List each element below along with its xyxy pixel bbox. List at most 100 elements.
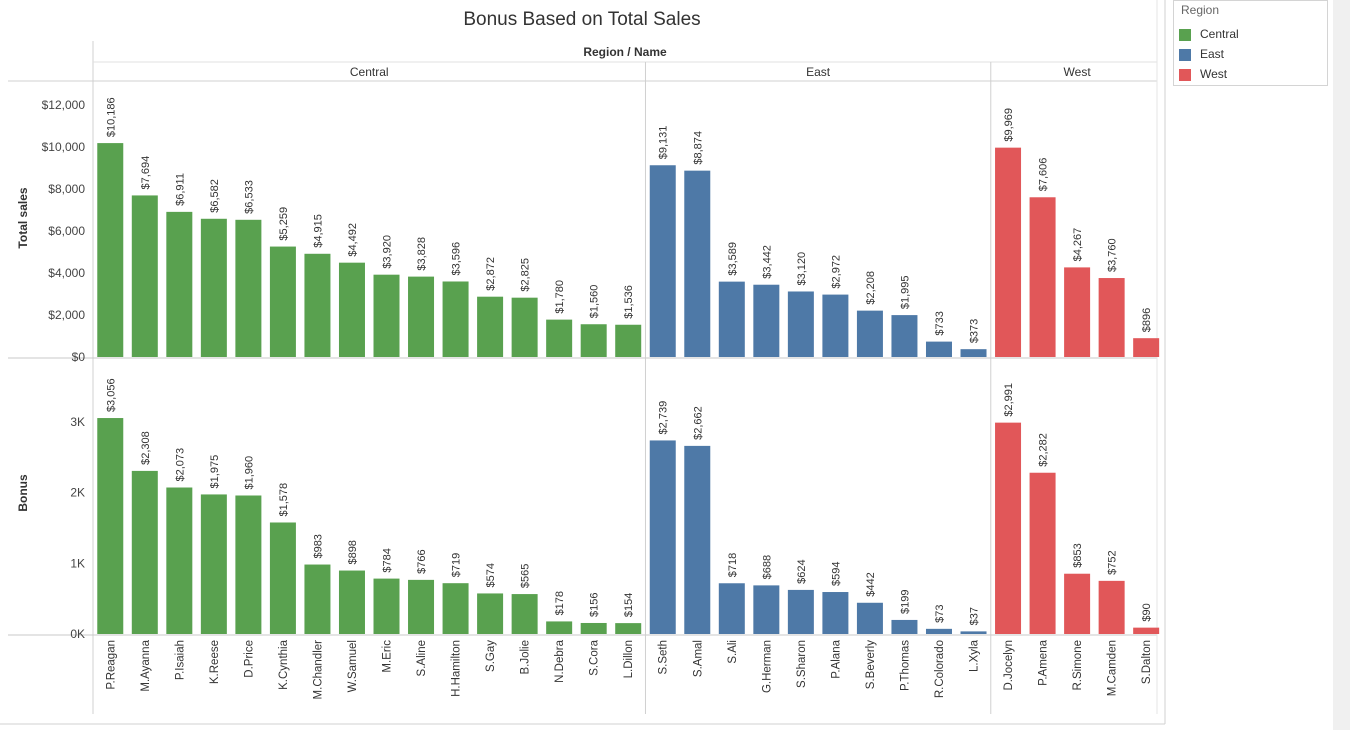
sales-data-label: $6,582 bbox=[209, 179, 221, 213]
bonus-bar bbox=[649, 440, 676, 634]
bonus-bar bbox=[235, 495, 262, 634]
bonus-bar bbox=[684, 445, 711, 634]
bonus-data-label: $574 bbox=[485, 563, 497, 587]
y-tick-label: $8,000 bbox=[48, 182, 85, 196]
x-tick-label: H.Hamilton bbox=[451, 640, 463, 697]
sales-bar bbox=[477, 296, 504, 357]
bonus-data-label: $73 bbox=[934, 604, 946, 622]
sales-data-label: $1,536 bbox=[623, 285, 635, 319]
bonus-data-label: $752 bbox=[1107, 550, 1119, 574]
bonus-data-label: $178 bbox=[554, 591, 566, 615]
y-tick-label: $10,000 bbox=[42, 140, 86, 154]
bonus-data-label: $199 bbox=[899, 589, 911, 613]
sales-data-label: $3,442 bbox=[761, 245, 773, 279]
x-tick-label: S.Cora bbox=[589, 639, 601, 675]
legend-label-central: Central bbox=[1200, 27, 1239, 41]
bonus-data-label: $2,073 bbox=[174, 448, 186, 482]
legend-swatch-east bbox=[1179, 49, 1191, 61]
sales-bar bbox=[925, 341, 952, 357]
sales-data-label: $733 bbox=[934, 311, 946, 335]
legend-label-west: West bbox=[1200, 67, 1228, 81]
bonus-data-label: $2,739 bbox=[658, 401, 670, 435]
sales-data-label: $1,780 bbox=[554, 280, 566, 314]
bonus-data-label: $2,991 bbox=[1003, 383, 1015, 417]
sales-data-label: $2,972 bbox=[830, 255, 842, 289]
bonus-bar bbox=[856, 602, 883, 634]
sales-bar bbox=[718, 281, 745, 357]
x-tick-label: D.Jocelyn bbox=[1003, 640, 1015, 691]
sales-data-label: $3,589 bbox=[727, 242, 739, 276]
bonus-bar bbox=[546, 621, 573, 634]
x-tick-label: S.Amal bbox=[692, 640, 704, 677]
bonus-bar bbox=[1133, 627, 1160, 634]
x-tick-label: R.Simone bbox=[1072, 640, 1084, 691]
x-tick-label: P.Reagan bbox=[105, 640, 117, 690]
bonus-bar bbox=[960, 631, 987, 634]
x-tick-label: W.Samuel bbox=[347, 640, 359, 692]
x-tick-label: K.Cynthia bbox=[278, 639, 290, 689]
sales-data-label: $3,920 bbox=[382, 235, 394, 269]
sales-data-label: $373 bbox=[969, 319, 981, 343]
y-tick-label: $2,000 bbox=[48, 308, 85, 322]
bonus-bar bbox=[442, 583, 469, 634]
sales-data-label: $3,760 bbox=[1107, 238, 1119, 272]
legend-swatch-central bbox=[1179, 29, 1191, 41]
y-tick-label: $6,000 bbox=[48, 224, 85, 238]
bonus-data-label: $1,578 bbox=[278, 483, 290, 517]
y-axis-title-bonus: Bonus bbox=[16, 474, 30, 512]
sales-bar bbox=[684, 170, 711, 357]
bonus-data-label: $2,308 bbox=[140, 431, 152, 465]
region-legend: Region Central East West bbox=[1173, 0, 1328, 86]
sales-bar bbox=[995, 147, 1022, 357]
region-header-central: Central bbox=[350, 65, 389, 79]
sales-data-label: $4,267 bbox=[1072, 228, 1084, 262]
sales-data-label: $6,911 bbox=[174, 173, 186, 206]
bonus-data-label: $1,960 bbox=[243, 456, 255, 490]
bonus-data-label: $983 bbox=[312, 534, 324, 558]
sales-data-label: $4,492 bbox=[347, 223, 359, 257]
y-tick-label: $0 bbox=[72, 350, 86, 364]
sales-bar bbox=[787, 291, 814, 357]
x-tick-label: S.Ali bbox=[727, 640, 739, 664]
x-tick-label: P.Thomas bbox=[899, 640, 911, 691]
y-tick-label: 3K bbox=[70, 415, 85, 429]
x-tick-label: B.Jolie bbox=[520, 640, 532, 675]
region-header-east: East bbox=[806, 65, 831, 79]
x-tick-label: S.Sharon bbox=[796, 640, 808, 688]
x-tick-label: P.Alana bbox=[830, 639, 842, 678]
sales-bar bbox=[200, 218, 227, 357]
x-tick-label: M.Chandler bbox=[312, 640, 324, 700]
bonus-bar bbox=[1029, 472, 1056, 634]
bonus-bar bbox=[166, 487, 193, 634]
bonus-bar bbox=[304, 564, 331, 634]
sales-data-label: $3,596 bbox=[451, 242, 463, 276]
x-tick-label: R.Colorado bbox=[934, 640, 946, 698]
bonus-data-label: $1,975 bbox=[209, 455, 221, 489]
x-tick-label: L.Xyla bbox=[969, 639, 981, 672]
sales-data-label: $2,872 bbox=[485, 257, 497, 291]
sales-data-label: $3,120 bbox=[796, 252, 808, 286]
x-tick-label: L.Dillon bbox=[623, 640, 635, 678]
bonus-bar bbox=[580, 622, 607, 634]
bonus-bar bbox=[891, 619, 918, 634]
sales-data-label: $4,915 bbox=[312, 214, 324, 248]
x-tick-label: S.Gay bbox=[485, 640, 497, 672]
sales-bar bbox=[649, 165, 676, 357]
sales-bar bbox=[166, 211, 193, 357]
sales-bar bbox=[304, 253, 331, 357]
sales-bar bbox=[822, 294, 849, 357]
x-tick-label: S.Aline bbox=[416, 640, 428, 676]
bonus-bar bbox=[200, 494, 227, 634]
bonus-bar bbox=[615, 623, 642, 634]
sales-data-label: $10,186 bbox=[105, 97, 117, 137]
x-tick-label: K.Reese bbox=[209, 640, 221, 684]
x-tick-label: P.Isaiah bbox=[174, 640, 186, 680]
y-tick-label: 1K bbox=[70, 556, 85, 570]
bonus-data-label: $718 bbox=[727, 553, 739, 577]
bonus-chart: Bonus Based on Total Sales Region / Name T… bbox=[0, 0, 1166, 725]
bonus-data-label: $3,056 bbox=[105, 378, 117, 412]
x-tick-label: P.Amena bbox=[1038, 639, 1050, 685]
bonus-data-label: $90 bbox=[1141, 603, 1153, 621]
column-header: Region / Name bbox=[583, 45, 667, 59]
x-tick-label: S.Seth bbox=[658, 640, 670, 675]
